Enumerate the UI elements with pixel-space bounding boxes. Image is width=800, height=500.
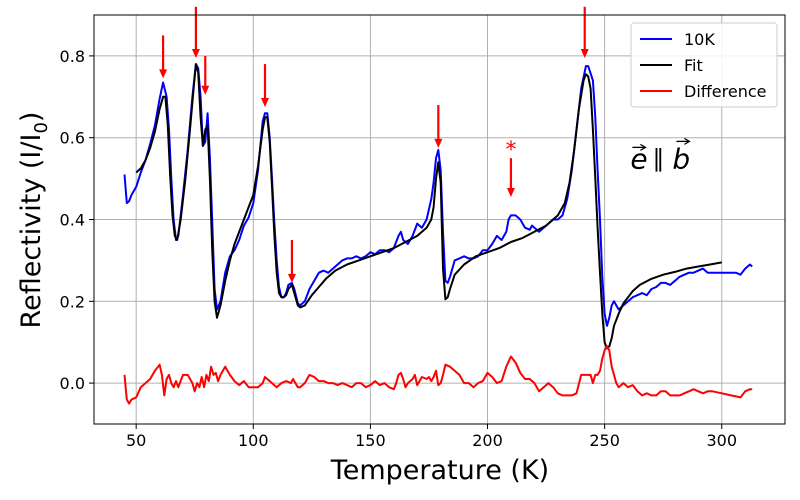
- arrow-layer: *: [159, 6, 589, 283]
- series-line-difference: [123, 345, 753, 405]
- series-line-fit: [135, 63, 722, 350]
- legend: 10K Fit Difference: [630, 22, 778, 108]
- legend-label: Difference: [684, 82, 766, 101]
- annotation-vector-arrows: [632, 137, 691, 151]
- polarization-annotation: e ∥ b: [630, 137, 691, 175]
- y-tick-label: 0.4: [60, 211, 85, 230]
- vector-arrow-icon: [676, 137, 691, 145]
- legend-label: 10K: [684, 30, 715, 49]
- x-tick-label: 300: [706, 431, 737, 450]
- annotation-b-vector: b: [672, 142, 690, 175]
- y-tick-label: 0.8: [60, 47, 85, 66]
- feature-arrow: [580, 6, 589, 58]
- y-axis-label: Reflectivity (I/I0): [16, 112, 52, 329]
- annotation-e-vector: e: [630, 142, 647, 175]
- y-axis-label-subscript: 0: [31, 122, 52, 133]
- feature-arrow: [260, 64, 269, 108]
- feature-arrow: [287, 239, 296, 283]
- vector-arrow-icon: [632, 143, 647, 151]
- feature-arrow: *: [505, 138, 516, 198]
- feature-arrow: [191, 6, 200, 58]
- x-tick-label: 50: [126, 431, 146, 450]
- legend-label: Fit: [684, 56, 703, 75]
- x-tick-label: 200: [472, 431, 503, 450]
- x-axis-ticks: 50 100 150 200 250 300: [126, 424, 737, 450]
- x-tick-label: 150: [355, 431, 386, 450]
- x-axis-label: Temperature (K): [330, 455, 549, 486]
- x-tick-label: 100: [238, 431, 269, 450]
- y-axis-label-close: ): [16, 112, 47, 123]
- y-axis-label-main: Reflectivity (I/I: [16, 134, 47, 329]
- y-tick-label: 0.6: [60, 129, 85, 148]
- x-tick-label: 250: [589, 431, 620, 450]
- feature-arrow: [434, 104, 443, 148]
- y-tick-label: 0.0: [60, 374, 85, 393]
- legend-box: [630, 22, 778, 108]
- feature-arrow: [201, 55, 210, 95]
- arrow-star-label: *: [505, 138, 516, 163]
- y-tick-label: 0.2: [60, 292, 85, 311]
- series-layer: [123, 63, 753, 405]
- feature-arrow: [159, 35, 168, 79]
- annotation-parallel-symbol: ∥: [652, 144, 664, 172]
- y-axis-ticks: 0.0 0.2 0.4 0.6 0.8: [60, 47, 94, 393]
